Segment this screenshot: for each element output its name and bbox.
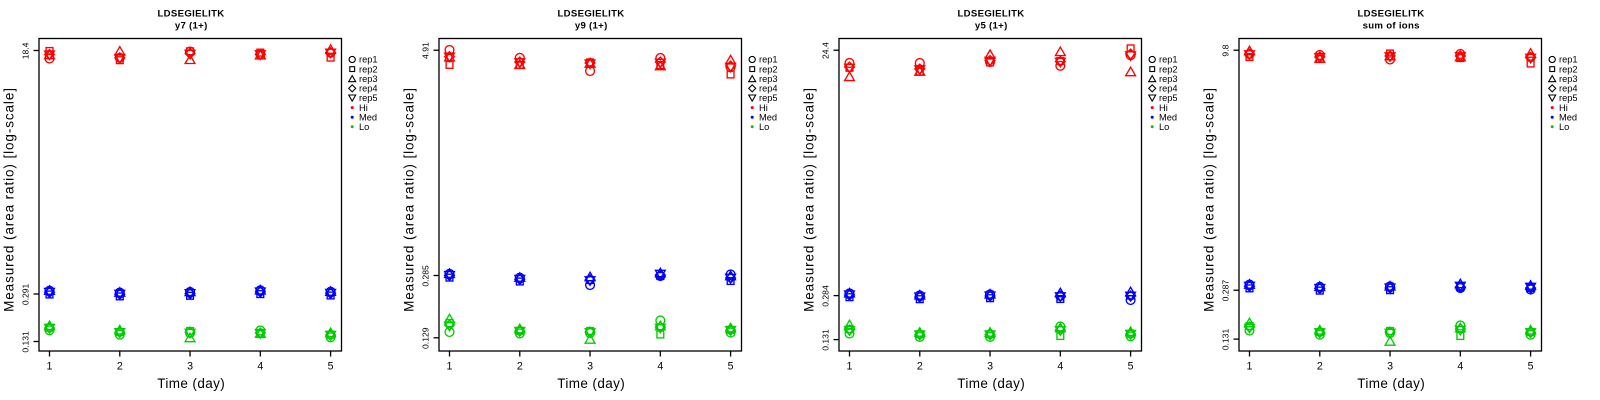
svg-text:Lo: Lo bbox=[359, 122, 369, 132]
svg-text:y7 (1+): y7 (1+) bbox=[175, 20, 208, 31]
svg-text:18.4: 18.4 bbox=[20, 42, 30, 59]
svg-text:2: 2 bbox=[1317, 361, 1323, 373]
svg-text:0.131: 0.131 bbox=[1220, 329, 1230, 351]
svg-text:2: 2 bbox=[117, 361, 123, 373]
svg-text:LDSEGIELITK: LDSEGIELITK bbox=[1357, 8, 1424, 19]
svg-text:rep5: rep5 bbox=[759, 93, 778, 103]
svg-text:1: 1 bbox=[1247, 361, 1253, 373]
svg-text:Hi: Hi bbox=[759, 103, 768, 113]
svg-text:Measured (area ratio) [log-sca: Measured (area ratio) [log-scale] bbox=[802, 87, 817, 312]
svg-text:5: 5 bbox=[1528, 361, 1534, 373]
svg-text:LDSEGIELITK: LDSEGIELITK bbox=[557, 8, 624, 19]
svg-text:rep1: rep1 bbox=[1559, 55, 1578, 65]
svg-text:rep4: rep4 bbox=[1159, 84, 1178, 94]
svg-text:rep5: rep5 bbox=[1159, 93, 1178, 103]
svg-text:Lo: Lo bbox=[1159, 122, 1169, 132]
svg-text:Time (day): Time (day) bbox=[157, 376, 225, 391]
svg-text:rep3: rep3 bbox=[1159, 74, 1178, 84]
svg-text:3: 3 bbox=[1387, 361, 1393, 373]
svg-text:rep3: rep3 bbox=[759, 74, 778, 84]
svg-text:Med: Med bbox=[359, 112, 377, 122]
svg-text:rep2: rep2 bbox=[1559, 64, 1578, 74]
svg-text:Measured (area ratio) [log-sca: Measured (area ratio) [log-scale] bbox=[2, 87, 17, 312]
svg-text:0.131: 0.131 bbox=[820, 329, 830, 351]
svg-text:LDSEGIELITK: LDSEGIELITK bbox=[957, 8, 1024, 19]
svg-text:rep4: rep4 bbox=[759, 84, 778, 94]
svg-text:rep2: rep2 bbox=[759, 64, 778, 74]
svg-text:y9 (1+): y9 (1+) bbox=[575, 20, 608, 31]
svg-text:Med: Med bbox=[759, 112, 777, 122]
svg-text:2: 2 bbox=[917, 361, 923, 373]
svg-text:y5 (1+): y5 (1+) bbox=[975, 20, 1008, 31]
svg-text:Time (day): Time (day) bbox=[1357, 376, 1425, 391]
svg-text:0.129: 0.129 bbox=[420, 327, 430, 349]
svg-text:LDSEGIELITK: LDSEGIELITK bbox=[157, 8, 224, 19]
svg-text:2: 2 bbox=[517, 361, 523, 373]
svg-text:5: 5 bbox=[1128, 361, 1134, 373]
svg-text:rep4: rep4 bbox=[1559, 84, 1578, 94]
svg-text:Time (day): Time (day) bbox=[957, 376, 1025, 391]
svg-text:Time (day): Time (day) bbox=[557, 376, 625, 391]
svg-text:Med: Med bbox=[1559, 112, 1577, 122]
svg-text:Measured (area ratio) [log-sca: Measured (area ratio) [log-scale] bbox=[1202, 87, 1217, 312]
svg-text:Hi: Hi bbox=[1159, 103, 1168, 113]
svg-text:5: 5 bbox=[728, 361, 734, 373]
svg-text:Hi: Hi bbox=[359, 103, 368, 113]
svg-text:Measured (area ratio) [log-sca: Measured (area ratio) [log-scale] bbox=[402, 87, 417, 312]
svg-text:rep3: rep3 bbox=[1559, 74, 1578, 84]
svg-text:sum of ions: sum of ions bbox=[1363, 20, 1420, 31]
svg-text:24.4: 24.4 bbox=[820, 42, 830, 59]
svg-text:0.287: 0.287 bbox=[1220, 280, 1230, 302]
svg-text:0.291: 0.291 bbox=[20, 283, 30, 305]
svg-text:rep5: rep5 bbox=[1559, 93, 1578, 103]
svg-text:3: 3 bbox=[587, 361, 593, 373]
svg-text:Med: Med bbox=[1159, 112, 1177, 122]
svg-text:rep2: rep2 bbox=[359, 64, 378, 74]
svg-text:4: 4 bbox=[257, 361, 263, 373]
svg-text:4: 4 bbox=[1057, 361, 1063, 373]
svg-text:9.8: 9.8 bbox=[1220, 44, 1230, 56]
svg-text:rep2: rep2 bbox=[1159, 64, 1178, 74]
svg-text:0.284: 0.284 bbox=[820, 285, 830, 307]
svg-text:Lo: Lo bbox=[759, 122, 769, 132]
svg-text:rep1: rep1 bbox=[359, 55, 378, 65]
svg-text:4: 4 bbox=[1457, 361, 1463, 373]
svg-text:5: 5 bbox=[328, 361, 334, 373]
svg-text:3: 3 bbox=[187, 361, 193, 373]
svg-text:Lo: Lo bbox=[1559, 122, 1569, 132]
svg-text:0.131: 0.131 bbox=[20, 331, 30, 353]
svg-text:0.285: 0.285 bbox=[420, 265, 430, 287]
svg-text:4: 4 bbox=[657, 361, 663, 373]
svg-text:rep1: rep1 bbox=[759, 55, 778, 65]
svg-text:rep1: rep1 bbox=[1159, 55, 1178, 65]
svg-text:1: 1 bbox=[447, 361, 453, 373]
svg-text:1: 1 bbox=[847, 361, 853, 373]
svg-text:4.91: 4.91 bbox=[420, 42, 430, 59]
svg-text:3: 3 bbox=[987, 361, 993, 373]
svg-text:rep4: rep4 bbox=[359, 84, 378, 94]
svg-text:Hi: Hi bbox=[1559, 103, 1568, 113]
svg-text:1: 1 bbox=[47, 361, 53, 373]
svg-text:rep5: rep5 bbox=[359, 93, 378, 103]
svg-text:rep3: rep3 bbox=[359, 74, 378, 84]
